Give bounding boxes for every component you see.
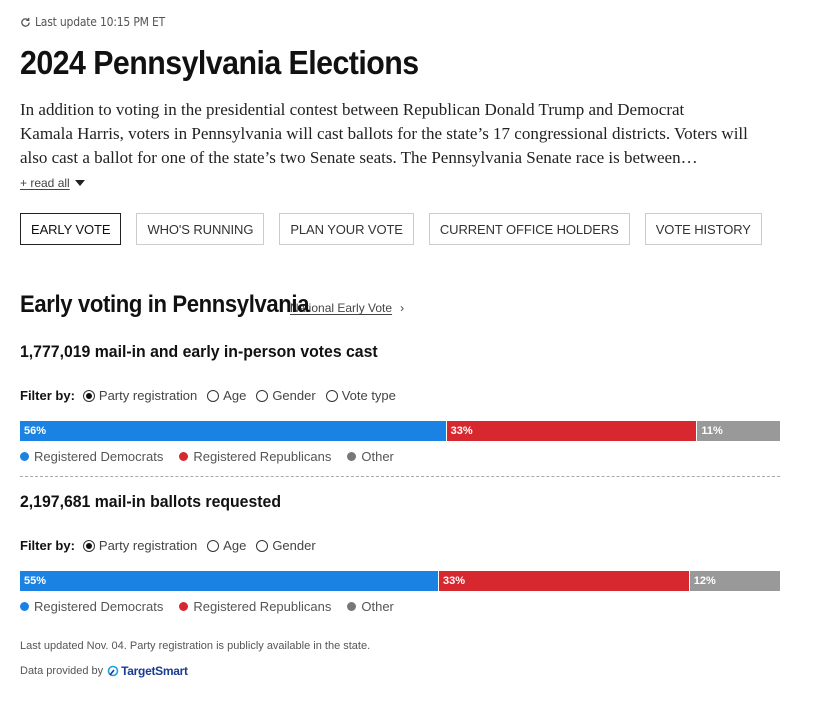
filter-option-label: Gender bbox=[272, 388, 316, 403]
last-update-text: Last update 10:15 PM ET bbox=[35, 15, 165, 29]
legend-label: Other bbox=[361, 599, 394, 614]
targetsmart-logo[interactable]: TargetSmart bbox=[107, 664, 188, 678]
national-early-vote-link[interactable]: National Early Vote bbox=[290, 301, 393, 315]
bar-segment-republicans: 33% bbox=[445, 421, 697, 441]
early-voting-header: Early voting in Pennsylvania National Ea… bbox=[20, 291, 404, 319]
legend-dot-icon bbox=[347, 602, 357, 611]
legend-item-democrats: Registered Democrats bbox=[20, 449, 163, 464]
filter-age[interactable]: Age bbox=[207, 388, 246, 403]
tab-vote-history[interactable]: VOTE HISTORY bbox=[644, 213, 762, 245]
radio-icon bbox=[256, 389, 269, 402]
filter-party-registration[interactable]: Party registration bbox=[82, 538, 198, 553]
legend-item-other: Other bbox=[347, 599, 394, 614]
intro-text: In addition to voting in the presidentia… bbox=[20, 98, 790, 170]
radio-icon bbox=[325, 389, 338, 402]
radio-icon bbox=[256, 539, 269, 552]
intro-line: Kamala Harris, voters in Pennsylvania wi… bbox=[20, 124, 748, 143]
chevron-right-icon: › bbox=[400, 301, 405, 315]
section-divider bbox=[20, 476, 780, 477]
filter-label: Filter by: bbox=[20, 538, 75, 553]
radio-selected-icon bbox=[82, 389, 95, 402]
radio-icon bbox=[207, 539, 220, 552]
last-update: Last update 10:15 PM ET bbox=[20, 15, 165, 29]
tab-bar: EARLY VOTE WHO'S RUNNING PLAN YOUR VOTE … bbox=[20, 213, 762, 245]
legend-item-democrats: Registered Democrats bbox=[20, 599, 163, 614]
intro-line: also cast a ballot for one of the state’… bbox=[20, 148, 698, 167]
legend-dot-icon bbox=[20, 452, 29, 461]
legend-label: Registered Democrats bbox=[34, 599, 164, 614]
filter-gender[interactable]: Gender bbox=[256, 388, 316, 403]
filter-option-label: Party registration bbox=[98, 538, 198, 553]
filter-label: Filter by: bbox=[20, 388, 75, 403]
provider-name: TargetSmart bbox=[121, 664, 188, 678]
provided-by-label: Data provided by bbox=[20, 665, 104, 677]
bar-segment-democrats: 56% bbox=[20, 421, 446, 441]
ballots-requested-count: 2,197,681 bbox=[20, 492, 91, 511]
refresh-icon bbox=[21, 17, 30, 27]
party-bar-ballots-requested: 55% 33% 12% bbox=[20, 571, 780, 591]
legend-label: Registered Republicans bbox=[193, 449, 332, 464]
read-all-toggle[interactable]: + read all bbox=[20, 176, 85, 190]
bar-segment-other: 12% bbox=[688, 571, 780, 591]
ballots-requested-label: mail-in ballots requested bbox=[90, 492, 281, 511]
tab-early-vote[interactable]: EARLY VOTE bbox=[20, 213, 122, 245]
targetsmart-mark-icon bbox=[107, 665, 119, 677]
filter-group-2: Filter by: Party registration Age Gender bbox=[20, 538, 320, 553]
intro-line: In addition to voting in the presidentia… bbox=[20, 100, 685, 119]
votes-cast-count: 1,777,019 bbox=[20, 342, 91, 361]
tab-whos-running[interactable]: WHO'S RUNNING bbox=[136, 213, 265, 245]
filter-option-label: Gender bbox=[272, 538, 316, 553]
data-provider: Data provided by TargetSmart bbox=[20, 664, 188, 678]
filter-option-label: Party registration bbox=[98, 388, 198, 403]
page-title: 2024 Pennsylvania Elections bbox=[20, 44, 419, 81]
legend-item-republicans: Registered Republicans bbox=[179, 449, 331, 464]
legend-dot-icon bbox=[20, 602, 29, 611]
legend-item-other: Other bbox=[347, 449, 394, 464]
section-title: Early voting in Pennsylvania bbox=[20, 291, 310, 318]
bar-segment-democrats: 55% bbox=[20, 571, 438, 591]
read-all-label: + read all bbox=[20, 176, 70, 190]
legend-label: Other bbox=[361, 449, 394, 464]
legend-label: Registered Republicans bbox=[193, 599, 332, 614]
votes-cast-label: mail-in and early in-person votes cast bbox=[90, 342, 378, 361]
legend-item-republicans: Registered Republicans bbox=[179, 599, 331, 614]
tab-current-office-holders[interactable]: CURRENT OFFICE HOLDERS bbox=[428, 213, 630, 245]
filter-option-label: Age bbox=[223, 388, 247, 403]
filter-gender[interactable]: Gender bbox=[256, 538, 316, 553]
caret-down-icon bbox=[74, 180, 85, 186]
filter-option-label: Vote type bbox=[341, 388, 396, 403]
filter-party-registration[interactable]: Party registration bbox=[82, 388, 198, 403]
filter-vote-type[interactable]: Vote type bbox=[325, 388, 396, 403]
legend-dot-icon bbox=[347, 452, 357, 461]
filter-option-label: Age bbox=[223, 538, 247, 553]
votes-cast-stat: 1,777,019 mail-in and early in-person vo… bbox=[20, 342, 378, 362]
bar-segment-other: 11% bbox=[696, 421, 780, 441]
legend-label: Registered Democrats bbox=[34, 449, 164, 464]
ballots-requested-stat: 2,197,681 mail-in ballots requested bbox=[20, 492, 281, 512]
footnote: Last updated Nov. 04. Party registration… bbox=[20, 640, 371, 652]
radio-selected-icon bbox=[82, 539, 95, 552]
filter-group-1: Filter by: Party registration Age Gender… bbox=[20, 388, 400, 403]
legend-dot-icon bbox=[179, 602, 189, 611]
party-bar-votes-cast: 56% 33% 11% bbox=[20, 421, 780, 441]
tab-plan-your-vote[interactable]: PLAN YOUR VOTE bbox=[279, 213, 414, 245]
legend-votes-cast: Registered Democrats Registered Republic… bbox=[20, 449, 394, 464]
legend-ballots-requested: Registered Democrats Registered Republic… bbox=[20, 599, 394, 614]
bar-segment-republicans: 33% bbox=[438, 571, 689, 591]
radio-icon bbox=[207, 389, 220, 402]
filter-age[interactable]: Age bbox=[207, 538, 246, 553]
legend-dot-icon bbox=[179, 452, 189, 461]
